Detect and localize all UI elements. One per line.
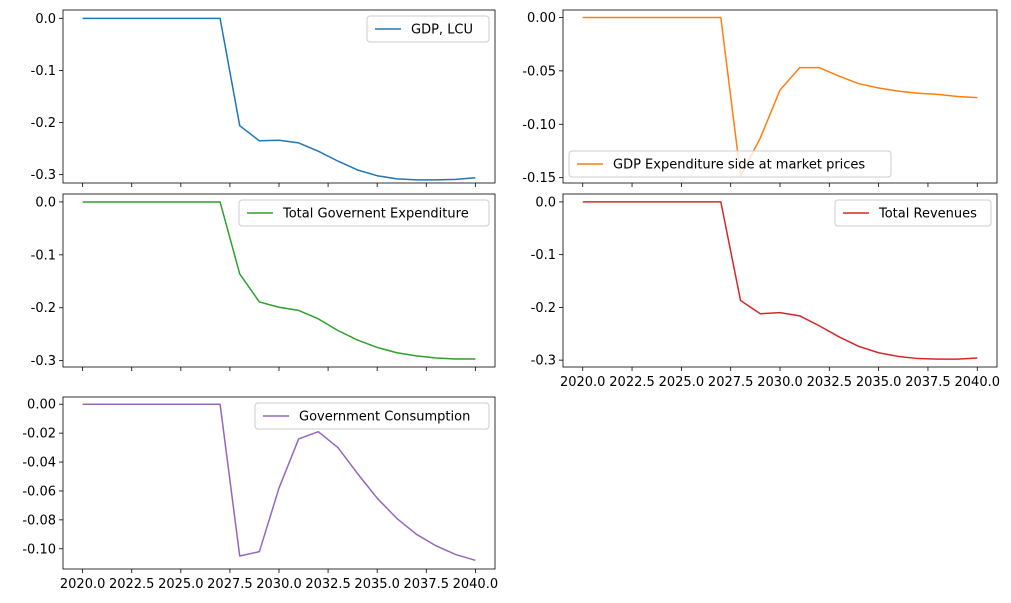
subplot-1: 0.0 -0.1 -0.2 -0.3 GDP, LCU — [31, 9, 496, 187]
y-tick-label: -0.08 — [22, 513, 56, 528]
legend-label: Total Revenues — [878, 207, 977, 222]
y-tick-label: -0.02 — [22, 427, 56, 442]
y-tick-label: 0.0 — [35, 195, 56, 210]
legend-box — [254, 402, 490, 430]
legend: GDP, LCU — [366, 15, 490, 43]
subplot-2: 0.00 -0.05 -0.10 -0.15 GDP Expenditure side … — [522, 9, 998, 187]
y-tick-label: -0.10 — [22, 542, 56, 557]
subplot-5: 0.00 -0.02 -0.04 -0.06 -0.08 -0.10 2020.0 2022.… — [22, 396, 499, 592]
x-tick-label: 2022.5 — [109, 577, 155, 592]
y-tick-label: 0.00 — [27, 398, 56, 413]
x-tick-label: 2030.0 — [256, 577, 302, 592]
series-line — [582, 16, 978, 177]
x-tick-label: 2027.5 — [708, 375, 754, 390]
legend-label: GDP Expenditure side at market prices — [613, 158, 865, 173]
series-line — [82, 403, 476, 562]
x-tick-label: 2035.0 — [354, 577, 400, 592]
y-tick-label: -0.3 — [31, 168, 56, 183]
axes-frame — [62, 193, 496, 368]
x-tick-label: 2037.5 — [404, 577, 450, 592]
x-tick-label: 2025.0 — [158, 577, 204, 592]
y-tick-label: 0.00 — [527, 11, 556, 26]
x-tick-label: 2022.5 — [609, 375, 655, 390]
y-tick-label: -0.06 — [22, 484, 56, 499]
y-tick-label: -0.3 — [531, 354, 556, 369]
y-tick-label: -0.10 — [522, 118, 556, 133]
legend-label: Government Consumption — [299, 410, 470, 425]
x-tick-label: 2035.0 — [856, 375, 902, 390]
legend-label: Total Governent Expenditure — [282, 207, 469, 222]
series-line — [82, 201, 476, 360]
y-tick-label: -0.1 — [31, 64, 56, 79]
y-tick-label: -0.2 — [531, 301, 556, 316]
legend-box — [834, 199, 992, 227]
x-tick-label: 2020.0 — [60, 577, 106, 592]
y-tick-label: 0.0 — [535, 195, 556, 210]
legend: Total Governent Expenditure — [238, 199, 490, 227]
axes-frame — [562, 193, 998, 368]
legend: Government Consumption — [254, 402, 490, 430]
y-tick-label: -0.1 — [531, 248, 556, 263]
x-tick-label: 2037.5 — [905, 375, 951, 390]
series-line — [582, 201, 978, 360]
y-tick-label: -0.05 — [522, 64, 556, 79]
series-line — [82, 17, 476, 181]
y-tick-label: -0.2 — [31, 301, 56, 316]
legend: Total Revenues — [834, 199, 992, 227]
x-tick-label: 2020.0 — [560, 375, 606, 390]
axes-frame — [62, 9, 496, 184]
y-tick-label: -0.3 — [31, 354, 56, 369]
subplot-3: 0.0 -0.1 -0.2 -0.3 Total Governent Expenditu… — [31, 193, 496, 371]
y-tick-label: -0.1 — [31, 248, 56, 263]
legend-label: GDP, LCU — [411, 23, 473, 38]
x-tick-label: 2030.0 — [757, 375, 803, 390]
x-tick-label: 2032.5 — [305, 577, 351, 592]
legend: GDP Expenditure side at market prices — [568, 150, 892, 178]
axes-frame — [562, 9, 998, 184]
y-tick-label: -0.15 — [522, 171, 556, 186]
axes-frame — [62, 396, 496, 570]
y-tick-label: -0.04 — [22, 456, 56, 471]
x-tick-label: 2032.5 — [807, 375, 853, 390]
x-tick-label: 2025.0 — [659, 375, 705, 390]
x-tick-label: 2027.5 — [207, 577, 253, 592]
legend-box — [366, 15, 490, 43]
legend-box — [568, 150, 892, 178]
y-tick-label: 0.0 — [35, 12, 56, 27]
x-tick-label: 2040.0 — [453, 577, 499, 592]
legend-box — [238, 199, 490, 227]
x-tick-label: 2040.0 — [955, 375, 1001, 390]
y-tick-label: -0.2 — [31, 116, 56, 131]
